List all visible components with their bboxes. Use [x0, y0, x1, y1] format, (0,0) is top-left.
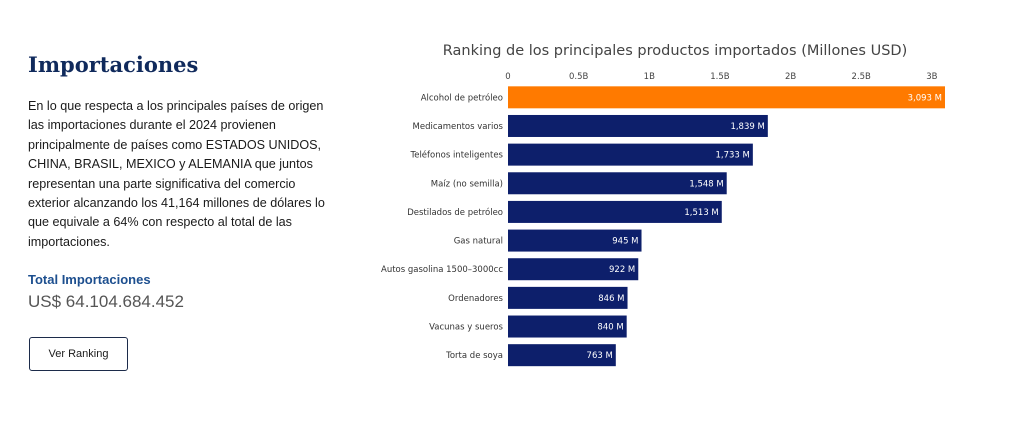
category-label: Destilados de petróleo	[407, 207, 503, 218]
bar	[508, 172, 727, 195]
data-label: 1,733 M	[715, 151, 749, 161]
view-ranking-button[interactable]: Ver Ranking	[29, 337, 128, 371]
data-label: 1,513 M	[684, 208, 718, 218]
bar	[508, 86, 945, 109]
category-label: Gas natural	[454, 237, 503, 247]
bar	[508, 143, 753, 166]
bar	[508, 258, 639, 281]
category-label: Torta de soya	[445, 351, 503, 361]
data-label: 1,548 M	[689, 179, 723, 189]
data-label: 763 M	[587, 351, 613, 361]
data-label: 922 M	[609, 265, 635, 275]
data-label: 840 M	[597, 323, 623, 333]
category-label: Alcohol de petróleo	[421, 92, 503, 103]
category-label: Maíz (no semilla)	[431, 179, 503, 189]
x-tick-label: 0	[505, 72, 510, 82]
category-label: Autos gasolina 1500–3000cc	[381, 265, 503, 275]
summary-description: En lo que respecta a los principales paí…	[28, 99, 325, 249]
x-tick-label: 1B	[644, 72, 655, 82]
x-tick-label: 0.5B	[569, 72, 589, 82]
total-label: Total Importaciones	[28, 272, 151, 288]
bar	[508, 229, 642, 252]
x-tick-label: 2B	[785, 72, 796, 82]
bar	[508, 200, 722, 223]
category-label: Teléfonos inteligentes	[409, 150, 503, 161]
chart-title: Ranking de los principales productos imp…	[442, 43, 908, 59]
x-tick-label: 2.5B	[852, 72, 872, 82]
summary-panel: Importaciones En lo que respecta a los p…	[28, 52, 338, 312]
data-label: 846 M	[598, 294, 624, 304]
category-label: Ordenadores	[448, 294, 503, 304]
data-label: 945 M	[612, 237, 638, 247]
total-value: US$ 64.104.684.452	[28, 292, 184, 312]
data-label: 1,839 M	[730, 122, 764, 132]
bar	[508, 315, 627, 338]
data-label: 3,093 M	[908, 93, 942, 103]
category-label: Vacunas y sueros	[429, 323, 503, 333]
bar	[508, 286, 628, 309]
bar	[508, 114, 768, 137]
x-tick-label: 1.5B	[710, 72, 730, 82]
x-tick-label: 3B	[926, 72, 937, 82]
page-title: Importaciones	[28, 52, 199, 77]
bar	[508, 344, 616, 367]
category-label: Medicamentos varios	[413, 122, 504, 132]
